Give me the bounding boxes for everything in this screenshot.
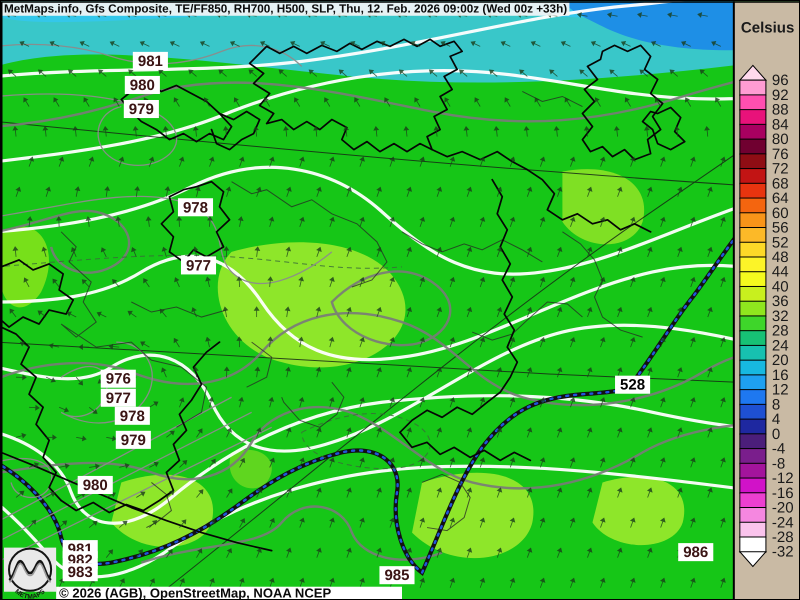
svg-text:979: 979 xyxy=(121,432,146,449)
svg-text:MetMaps.info, Gfs Composite, T: MetMaps.info, Gfs Composite, TE/FF850, R… xyxy=(4,2,567,15)
svg-text:977: 977 xyxy=(106,390,131,407)
svg-text:977: 977 xyxy=(186,257,211,274)
svg-text:976: 976 xyxy=(106,371,131,388)
svg-text:983: 983 xyxy=(68,564,93,581)
svg-text:528: 528 xyxy=(620,377,645,394)
svg-text:978: 978 xyxy=(183,199,208,216)
svg-text:-32: -32 xyxy=(772,544,794,561)
svg-text:Celsius: Celsius xyxy=(741,19,794,36)
svg-text:978: 978 xyxy=(120,408,145,425)
svg-text:979: 979 xyxy=(129,101,154,118)
svg-text:981: 981 xyxy=(138,53,163,70)
svg-text:986: 986 xyxy=(683,544,708,561)
svg-text:© 2026 (AGB), OpenStreetMap, N: © 2026 (AGB), OpenStreetMap, NOAA NCEP xyxy=(59,586,331,599)
svg-text:985: 985 xyxy=(384,567,409,584)
svg-text:980: 980 xyxy=(83,477,108,494)
svg-text:980: 980 xyxy=(130,77,155,94)
